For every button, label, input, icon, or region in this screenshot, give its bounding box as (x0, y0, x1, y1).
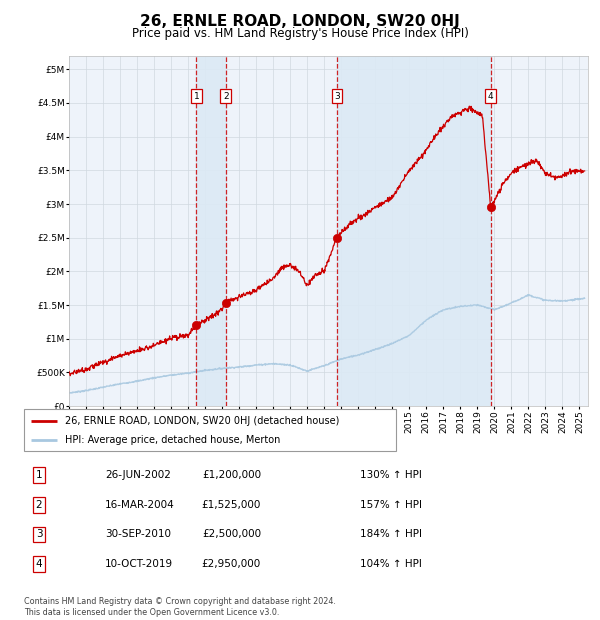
Text: Price paid vs. HM Land Registry's House Price Index (HPI): Price paid vs. HM Land Registry's House … (131, 27, 469, 40)
Text: 104% ↑ HPI: 104% ↑ HPI (360, 559, 422, 569)
Text: 4: 4 (35, 559, 43, 569)
Text: 3: 3 (334, 92, 340, 100)
Text: 26-JUN-2002: 26-JUN-2002 (105, 470, 171, 480)
Text: 26, ERNLE ROAD, LONDON, SW20 0HJ: 26, ERNLE ROAD, LONDON, SW20 0HJ (140, 14, 460, 29)
FancyBboxPatch shape (24, 409, 396, 451)
Text: £1,200,000: £1,200,000 (202, 470, 261, 480)
Text: 16-MAR-2004: 16-MAR-2004 (105, 500, 175, 510)
Text: Contains HM Land Registry data © Crown copyright and database right 2024.
This d: Contains HM Land Registry data © Crown c… (24, 598, 336, 617)
Text: 26, ERNLE ROAD, LONDON, SW20 0HJ (detached house): 26, ERNLE ROAD, LONDON, SW20 0HJ (detach… (65, 415, 339, 425)
Bar (337, 56, 491, 406)
Text: 30-SEP-2010: 30-SEP-2010 (105, 529, 171, 539)
Text: 4: 4 (488, 92, 493, 100)
Text: 2: 2 (223, 92, 229, 100)
Text: 157% ↑ HPI: 157% ↑ HPI (360, 500, 422, 510)
Text: 184% ↑ HPI: 184% ↑ HPI (360, 529, 422, 539)
Text: 1: 1 (35, 470, 43, 480)
Text: £2,500,000: £2,500,000 (202, 529, 261, 539)
Text: 130% ↑ HPI: 130% ↑ HPI (360, 470, 422, 480)
Text: 1: 1 (194, 92, 199, 100)
Text: HPI: Average price, detached house, Merton: HPI: Average price, detached house, Mert… (65, 435, 280, 445)
Text: 3: 3 (35, 529, 43, 539)
Text: £1,525,000: £1,525,000 (202, 500, 261, 510)
Text: 10-OCT-2019: 10-OCT-2019 (105, 559, 173, 569)
Text: £2,950,000: £2,950,000 (202, 559, 261, 569)
Text: 2: 2 (35, 500, 43, 510)
Bar (196, 56, 226, 406)
